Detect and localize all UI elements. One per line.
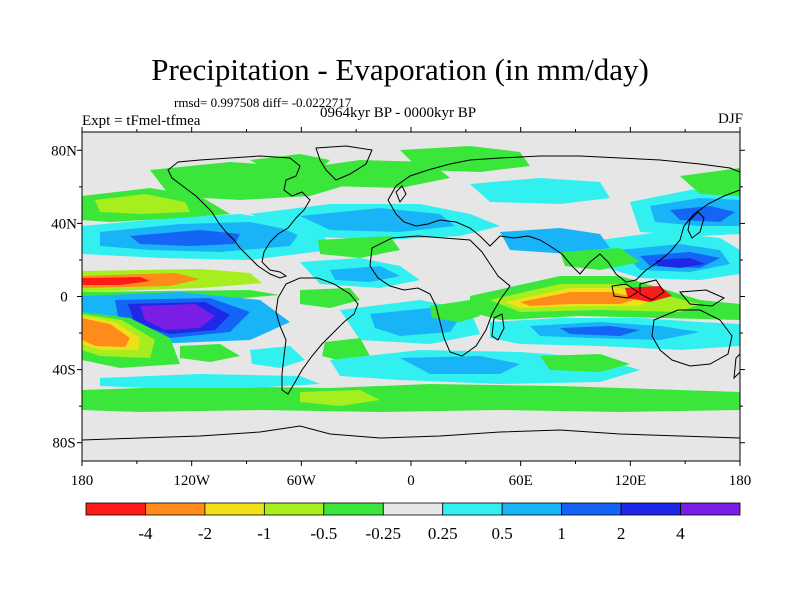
colorbar-swatch (501, 502, 563, 516)
colorbar-label: -1 (257, 524, 271, 543)
colorbar-swatch (382, 502, 444, 516)
anomaly-region (130, 230, 240, 246)
anomaly-region (680, 168, 740, 196)
anomaly-region (400, 356, 520, 374)
coastline-japan (687, 211, 705, 239)
coastline-antarctica (82, 425, 740, 441)
colorbar: -4 -2 -1 -0.5 -0.25 0.25 0.5 1 2 4 (85, 502, 741, 543)
experiment-label: Expt = tFmel-tfmea (82, 113, 201, 129)
colorbar-label: 1 (557, 524, 566, 543)
lat-tick-label: 40S (52, 363, 75, 379)
anomaly-region (140, 304, 215, 330)
anomaly-region (180, 344, 240, 362)
coastline-new-zealand (733, 353, 740, 380)
anomaly-region (322, 338, 370, 362)
rmsd-diff-stats: rmsd= 0.997508 diff= -0.0222717 (174, 95, 352, 110)
colorbar-label: 0.25 (428, 524, 458, 543)
lon-tick-label: 120W (173, 473, 211, 489)
colorbar-label: -0.5 (310, 524, 337, 543)
lon-tick-label: 0 (407, 473, 415, 489)
lat-tick-label: 40N (51, 216, 77, 232)
coastline-australia (651, 309, 733, 367)
coastline-greenland (315, 145, 373, 181)
anomaly-region (540, 354, 630, 372)
lat-tick-label: 80N (51, 143, 77, 159)
anomaly-field (82, 146, 740, 412)
coastline-britain (395, 185, 407, 204)
coastlines (82, 145, 740, 441)
colorbar-label: 0.5 (492, 524, 513, 543)
anomaly-region (560, 326, 640, 336)
colorbar-swatch (263, 502, 325, 516)
anomaly-region (500, 228, 610, 254)
lon-tick-label: 60W (287, 473, 317, 489)
anomaly-region (300, 390, 380, 406)
lon-tick-label: 180 (71, 473, 94, 489)
anomaly-region (330, 266, 400, 282)
anomaly-region (82, 318, 130, 347)
latitude-axis: 80N 40N 0 40S 80S (51, 143, 745, 452)
anomaly-region (625, 286, 672, 302)
lat-tick-label: 0 (60, 290, 68, 306)
anomaly-region (82, 384, 740, 412)
anomaly-region (95, 194, 190, 214)
lon-tick-label: 60E (509, 473, 533, 489)
colorbar-swatch (85, 502, 146, 516)
coastline-eurasia (387, 155, 740, 283)
anomaly-region (560, 248, 640, 270)
anomaly-region (300, 288, 360, 308)
colorbar-label: -4 (138, 524, 153, 543)
colorbar-label: -2 (198, 524, 212, 543)
anomaly-region (290, 160, 450, 188)
colorbar-swatch (680, 502, 741, 516)
lon-tick-label: 120E (614, 473, 646, 489)
anomaly-region (520, 292, 640, 306)
colorbar-swatch (442, 502, 503, 516)
coastline-borneo (639, 279, 665, 301)
colorbar-label: -0.25 (366, 524, 401, 543)
anomaly-region (655, 258, 705, 268)
anomaly-region (82, 277, 150, 285)
anomaly-region (670, 206, 735, 222)
longitude-axis: 180 120W 60W 0 60E 120E 180 (71, 127, 752, 489)
coastline-new-guinea (678, 289, 726, 307)
colorbar-swatch (620, 502, 681, 516)
lon-tick-label: 180 (729, 473, 752, 489)
colorbar-label: 4 (676, 524, 685, 543)
anomaly-region (470, 178, 610, 204)
colorbar-label: 2 (617, 524, 626, 543)
coastline-madagascar (491, 313, 505, 341)
anomaly-region (250, 346, 305, 368)
coastline-south-america (275, 277, 359, 395)
coastline-indonesia (611, 283, 639, 299)
anomaly-region (250, 154, 330, 172)
coastline-north-america (167, 155, 311, 279)
map-panel: 80N 40N 0 40S 80S 180 120W 60W 0 60E 120E 180 (51, 127, 751, 489)
colorbar-swatch (561, 502, 622, 516)
anomaly-region (400, 146, 530, 172)
plot-title: Precipitation - Evaporation (in mm/day) (151, 52, 649, 87)
lat-tick-label: 80S (52, 436, 75, 452)
anomaly-region (100, 374, 320, 388)
anomaly-region (430, 300, 480, 322)
colorbar-swatch (145, 502, 206, 516)
colorbar-swatch (204, 502, 265, 516)
period-label: 0964kyr BP - 0000kyr BP (320, 105, 477, 121)
anomaly-region (318, 236, 400, 258)
colorbar-swatch (323, 502, 384, 516)
coastline-africa (369, 235, 511, 357)
season-label: DJF (717, 111, 743, 127)
